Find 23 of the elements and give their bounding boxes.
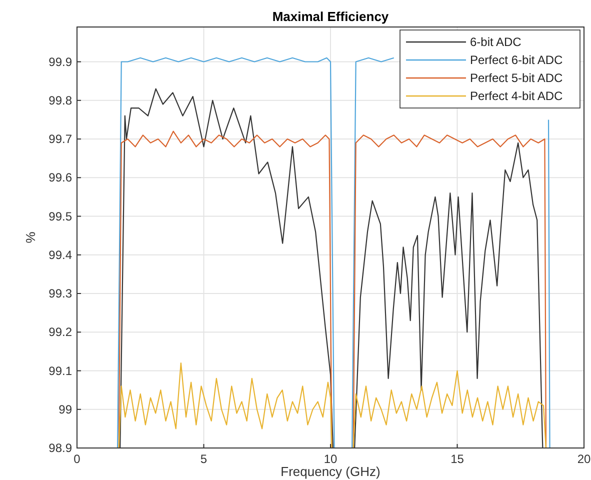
y-tick-label: 99.4 [48,248,72,262]
x-axis-title: Frequency (GHz) [280,464,380,479]
y-tick-label: 99.3 [48,286,72,301]
legend-label: Perfect 5-bit ADC [470,71,564,85]
y-axis-title: % [23,231,38,244]
y-tick-label: 98.9 [48,441,72,455]
y-tick-label: 99.8 [48,93,72,108]
y-tick-label: 99.5 [48,209,72,224]
legend-label: 6-bit ADC [470,35,522,49]
y-tick-label: 99.6 [48,170,72,185]
x-tick-label: 20 [577,452,591,466]
legend-label: Perfect 6-bit ADC [470,53,564,67]
x-tick-label: 5 [200,452,208,466]
y-tick-label: 99.2 [48,325,72,340]
x-tick-label: 0 [74,452,81,466]
y-tick-label: 99.1 [48,364,72,378]
x-tick-label: 10 [324,452,338,466]
x-tick-label: 15 [450,452,464,466]
legend-label: Perfect 4-bit ADC [470,89,564,103]
chart-title: Maximal Efficiency [272,9,390,24]
y-tick-label: 99 [58,402,72,416]
y-tick-label: 99.9 [48,54,72,69]
y-tick-label: 99.7 [48,132,72,146]
